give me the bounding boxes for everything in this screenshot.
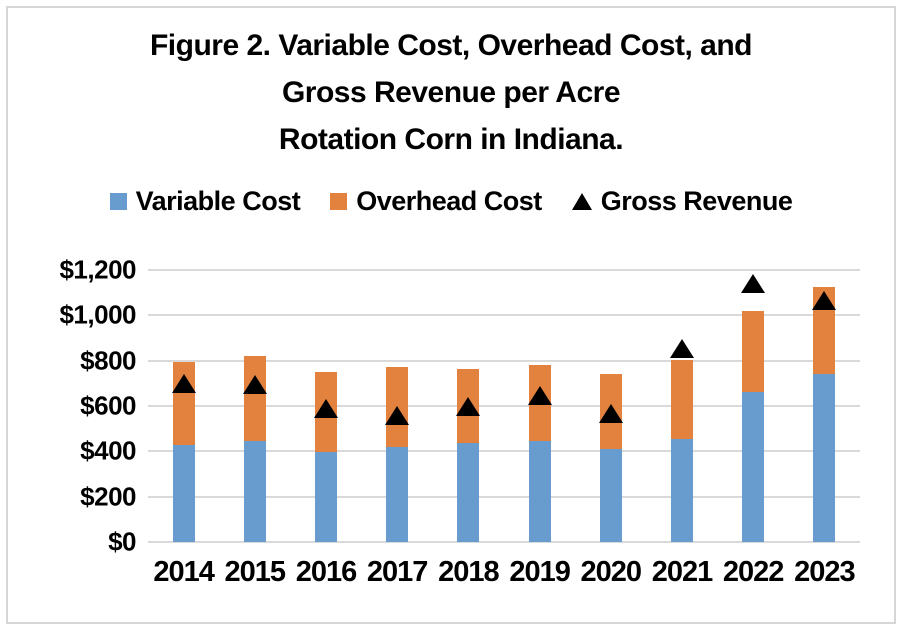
x-axis-tick-label-2015: 2015 [224, 556, 287, 588]
marker-gross-revenue-2016 [314, 398, 338, 418]
overhead-cost-swatch-icon [330, 193, 348, 210]
bar-variable-cost-2014 [172, 444, 195, 542]
x-axis-tick-label-2019: 2019 [509, 556, 571, 588]
bar-overhead-cost-2022 [742, 310, 765, 393]
chart-title-line-2: Gross Revenue per Acre [281, 76, 621, 109]
x-axis-tick-label-2022: 2022 [722, 556, 785, 588]
gross-revenue-triangle-icon [571, 193, 592, 210]
bar-variable-cost-2015 [243, 441, 266, 542]
gridline-1200 [148, 269, 860, 271]
x-axis-tick-label-2014: 2014 [153, 556, 215, 588]
bar-variable-cost-2021 [671, 438, 693, 542]
chart-title: Figure 2. Variable Cost, Overhead Cost, … [0, 22, 902, 163]
variable-cost-swatch-icon [109, 193, 127, 210]
y-axis-tick-label: $0 [108, 526, 136, 557]
marker-gross-revenue-2020 [598, 404, 623, 424]
bar-variable-cost-2019 [528, 441, 551, 542]
bar-variable-cost-2018 [457, 443, 480, 542]
y-axis-tick-label: $1,000 [59, 299, 136, 330]
bar-variable-cost-2017 [386, 446, 409, 542]
chart-title-line-3: Rotation Corn in Indiana. [278, 123, 624, 156]
marker-gross-revenue-2022 [741, 274, 766, 294]
chart-legend: Variable Cost Overhead Cost Gross Revenu… [0, 186, 902, 217]
y-axis-tick-label: $400 [80, 435, 136, 466]
bar-variable-cost-2020 [599, 449, 622, 542]
bar-variable-cost-2023 [813, 374, 836, 542]
marker-gross-revenue-2017 [385, 405, 410, 425]
x-axis-tick-label-2021: 2021 [651, 556, 714, 588]
marker-gross-revenue-2015 [242, 374, 267, 394]
marker-gross-revenue-2019 [527, 386, 552, 406]
chart-title-line-1: Figure 2. Variable Cost, Overhead Cost, … [149, 29, 753, 62]
y-axis-tick-label: $200 [80, 481, 136, 512]
marker-gross-revenue-2023 [812, 291, 837, 311]
marker-gross-revenue-2014 [171, 373, 196, 393]
legend-item-overhead-cost: Overhead Cost [330, 186, 542, 217]
bar-variable-cost-2022 [742, 392, 765, 542]
x-axis-tick-label-2020: 2020 [580, 556, 643, 588]
gridline-800 [148, 359, 860, 362]
legend-item-gross-revenue: Gross Revenue [571, 186, 793, 217]
gridline-1000 [148, 314, 860, 317]
x-axis-tick-label-2016: 2016 [295, 556, 358, 588]
x-axis-tick-label-2017: 2017 [366, 556, 429, 588]
marker-gross-revenue-2018 [456, 396, 481, 416]
legend-label-variable-cost: Variable Cost [135, 186, 301, 216]
x-axis-tick-label-2023: 2023 [794, 556, 856, 588]
y-axis-tick-label: $1,200 [59, 254, 136, 285]
gridline-200 [148, 495, 860, 498]
marker-gross-revenue-2021 [670, 338, 694, 358]
y-axis-tick-label: $600 [80, 390, 136, 421]
bar-overhead-cost-2021 [671, 359, 693, 439]
bar-variable-cost-2016 [315, 452, 337, 542]
y-axis-tick-label: $800 [80, 345, 136, 376]
gridline-600 [148, 405, 860, 407]
bar-overhead-cost-2015 [243, 356, 266, 442]
gridline-400 [148, 450, 860, 453]
gridline-0 [148, 541, 860, 543]
legend-item-variable-cost: Variable Cost [109, 186, 301, 217]
legend-label-overhead-cost: Overhead Cost [356, 186, 542, 216]
x-axis-tick-label-2018: 2018 [438, 556, 500, 588]
legend-label-gross-revenue: Gross Revenue [600, 186, 793, 216]
